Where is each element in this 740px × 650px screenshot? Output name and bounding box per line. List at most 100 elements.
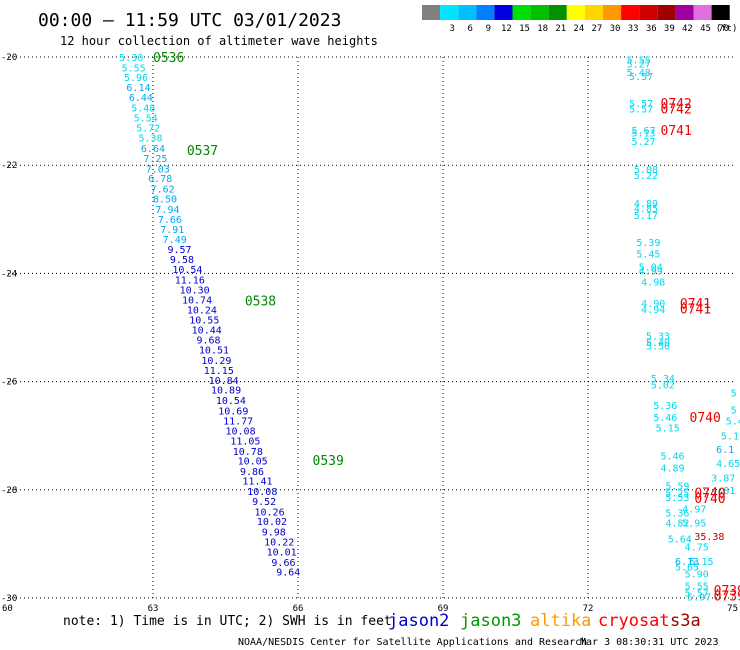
wave-height-label: 10.84 bbox=[209, 376, 239, 387]
wave-height-label: 5.54 bbox=[134, 114, 158, 125]
wave-height-label: 10.22 bbox=[264, 538, 294, 549]
wave-height-label: 10.54 bbox=[172, 265, 202, 276]
wave-height-label: 5.50 bbox=[646, 341, 670, 352]
legend-swatch bbox=[657, 5, 676, 20]
wave-height-label: 10.54 bbox=[216, 396, 246, 407]
wave-height-label: 10.26 bbox=[255, 507, 285, 518]
wave-height-label: 10.08 bbox=[226, 426, 256, 437]
wave-height-label: 5.27 bbox=[627, 59, 651, 70]
wave-height-label: 4.90 bbox=[641, 299, 665, 310]
wave-height-label: 4.75 bbox=[685, 543, 709, 554]
wave-height-label: 5.1 bbox=[721, 432, 739, 443]
wave-height-label: 5.38 bbox=[139, 134, 163, 145]
wave-height-label: 4.89 bbox=[661, 464, 685, 475]
wave-height-label: 5.45 bbox=[636, 249, 660, 260]
wave-height-label: 9.68 bbox=[197, 335, 221, 346]
wave-height-label: 9.57 bbox=[168, 245, 192, 256]
legend-swatch bbox=[422, 5, 441, 20]
wave-height-label: 10.05 bbox=[238, 457, 268, 468]
wave-height-label: 4.99 bbox=[639, 267, 663, 278]
legend-swatch bbox=[530, 5, 549, 20]
wave-height-label: 10.08 bbox=[247, 487, 277, 498]
legend-label: 18 bbox=[537, 24, 548, 34]
wave-height-label: 7.91 bbox=[160, 225, 184, 236]
time-label: 0536 bbox=[153, 51, 184, 66]
y-tick-label: -26 bbox=[1, 378, 17, 388]
wave-height-label: 9.66 bbox=[271, 558, 295, 569]
color-legend: 3 6 9 12 15 18 21 24 27 30 33 36 39 42 45 70(ft) bbox=[422, 5, 737, 34]
wave-height-label: 6.44 bbox=[129, 93, 153, 104]
wave-height-label: 10.29 bbox=[201, 356, 231, 367]
wave-height-label: 4.89 bbox=[634, 199, 658, 210]
x-tick-label: 72 bbox=[583, 604, 594, 614]
wave-height-label: 6.78 bbox=[148, 174, 172, 185]
wave-height-label: 5.57 bbox=[629, 104, 653, 115]
wave-height-label: 35.38 bbox=[694, 532, 724, 543]
satellite-name: cryosat bbox=[598, 611, 670, 631]
wave-height-label: 6.13 bbox=[675, 557, 699, 568]
x-tick-label: 69 bbox=[438, 604, 449, 614]
legend-unit: (ft) bbox=[716, 24, 738, 34]
wave-height-label: 5.36 bbox=[665, 509, 689, 520]
wave-height-label: 5.57 bbox=[629, 72, 653, 83]
y-tick-label: -28 bbox=[1, 486, 17, 496]
time-label: 0538 bbox=[245, 294, 276, 309]
legend-label: 36 bbox=[646, 24, 657, 34]
wave-height-label: 10.74 bbox=[182, 295, 212, 306]
wave-height-label: 5.30 bbox=[119, 53, 143, 64]
time-label: 0740 bbox=[690, 411, 721, 426]
legend-label: 12 bbox=[501, 24, 512, 34]
wave-height-label: 5.57 bbox=[685, 589, 709, 600]
footer-note: note: 1) Time is in UTC; 2) SWH is in fe… bbox=[63, 614, 392, 629]
wave-height-label: 7.66 bbox=[158, 215, 182, 226]
legend-label: 45 bbox=[700, 24, 711, 34]
wave-height-label: 5.33 bbox=[646, 332, 670, 343]
legend-label: 15 bbox=[519, 24, 530, 34]
wave-height-label: 7.03 bbox=[146, 164, 170, 175]
legend-swatch bbox=[458, 5, 477, 20]
wave-height-label: 5.36 bbox=[653, 401, 677, 412]
wave-height-label: 5.46 bbox=[653, 413, 677, 424]
satellite-name: jason3 bbox=[460, 611, 521, 631]
wave-height-label: 4.82 bbox=[665, 518, 689, 529]
legend-label: 6 bbox=[468, 24, 473, 34]
wave-height-label: 6.14 bbox=[126, 83, 150, 94]
legend-swatch bbox=[603, 5, 622, 20]
wave-height-label: 9.52 bbox=[252, 497, 276, 508]
time-label: 0537 bbox=[187, 144, 218, 159]
footer-timestamp: Mar 3 08:30:31 UTC 2023 bbox=[580, 637, 718, 648]
wave-height-label: 6.1 bbox=[716, 445, 734, 456]
y-tick-label: -24 bbox=[1, 269, 17, 279]
wave-height-label: 3.87 bbox=[711, 473, 735, 484]
wave-height-label: 5.15 bbox=[656, 424, 680, 435]
time-labels: 0536053705380539074207420741074107410740… bbox=[153, 51, 740, 604]
wave-height-label: 10.89 bbox=[211, 386, 241, 397]
x-tick-label: 75 bbox=[727, 604, 738, 614]
legend-swatch bbox=[675, 5, 694, 20]
wave-height-label: 11.77 bbox=[223, 417, 253, 428]
legend-label: 24 bbox=[573, 24, 584, 34]
wave-height-label: 5.15 bbox=[690, 557, 714, 568]
wave-height-label: 5.67 bbox=[632, 126, 656, 137]
wave-height-label: 5.55 bbox=[685, 582, 709, 593]
wave-height-label: 5.27 bbox=[632, 137, 656, 148]
wave-height-label: 5.39 bbox=[636, 238, 660, 249]
wave-height-label: 10.69 bbox=[218, 406, 248, 417]
wave-height-label: 10.01 bbox=[267, 547, 297, 558]
wave-height-label: 4.65 bbox=[716, 459, 740, 470]
wave-height-label: 4.98 bbox=[641, 278, 665, 289]
wave-height-label: 9.86 bbox=[240, 467, 264, 478]
wave-height-label: 5.55 bbox=[627, 56, 651, 67]
wave-height-label: 4.97 bbox=[682, 505, 706, 516]
legend-swatch bbox=[512, 5, 531, 20]
legend-swatch bbox=[476, 5, 495, 20]
wave-height-label: 10.30 bbox=[180, 286, 210, 297]
legend-label: 27 bbox=[592, 24, 603, 34]
wave-height-label: 9.98 bbox=[262, 527, 286, 538]
x-tick-label: 60 bbox=[2, 604, 13, 614]
wave-height-label: 5.46 bbox=[661, 452, 685, 463]
wave-height-label: 5.97 bbox=[687, 592, 711, 603]
legend-label: 3 bbox=[449, 24, 454, 34]
y-tick-label: -20 bbox=[1, 53, 17, 63]
legend-swatch bbox=[494, 5, 513, 20]
